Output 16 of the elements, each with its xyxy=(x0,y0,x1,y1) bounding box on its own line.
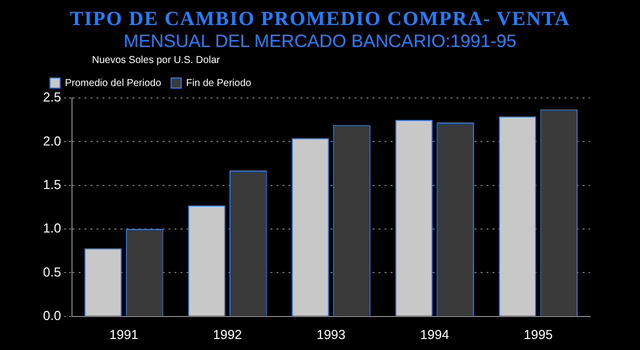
x-tick-label: 1994 xyxy=(420,326,450,342)
y-tick-label: 1.5 xyxy=(42,176,62,192)
legend-label: Fin de Periodo xyxy=(186,78,252,89)
y-tick-label: 0.0 xyxy=(42,308,62,323)
chart-subtitle: MENSUAL DEL MERCADO BANCARIO:1991-95 xyxy=(122,30,518,52)
x-tick-label: 1991 xyxy=(109,326,138,342)
chart-title: TIPO DE CAMBIO PROMEDIO COMPRA- VENTA xyxy=(68,7,572,30)
y-tick-label: 2.5 xyxy=(42,90,62,105)
x-tick-label: 1992 xyxy=(212,326,242,342)
legend-label: Promedio del Periodo xyxy=(65,78,162,89)
y-tick-label: 0.5 xyxy=(42,264,62,280)
y-tick-label: 2.0 xyxy=(42,133,62,148)
x-tick-label: 1995 xyxy=(524,326,553,342)
x-tick-label: 1993 xyxy=(316,326,346,342)
y-axis-title: Nuevos Soles por U.S. Dolar xyxy=(92,54,221,68)
y-tick-label: 1.0 xyxy=(42,220,62,236)
